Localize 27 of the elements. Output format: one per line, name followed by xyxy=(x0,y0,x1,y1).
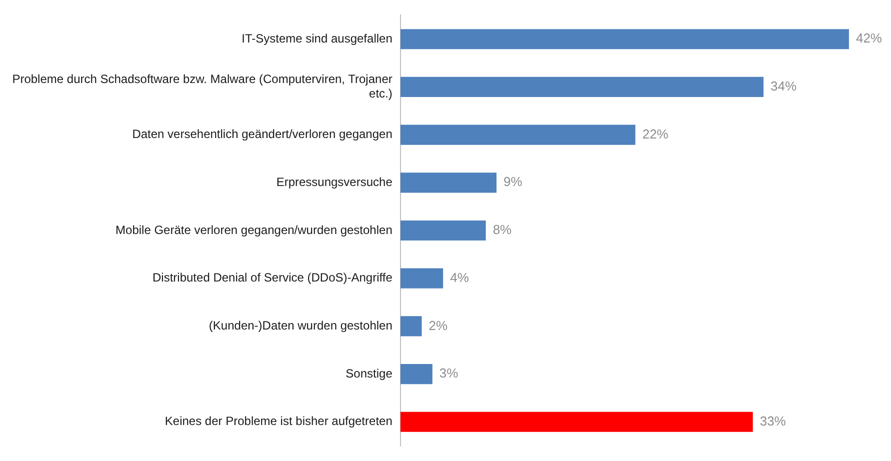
y-tick-label: Mobile Geräte verloren gegangen/wurden gestohlen xyxy=(116,222,392,237)
bar xyxy=(400,316,422,336)
y-tick-label: Sonstige xyxy=(346,366,393,380)
data-label: 8% xyxy=(492,222,512,238)
data-label: 34% xyxy=(770,78,797,94)
data-label: 42% xyxy=(856,30,882,46)
y-tick-label: Probleme durch Schadsoftware bzw. Malware (Computerviren, Trojaner etc.) xyxy=(12,72,392,100)
bar xyxy=(400,220,486,241)
y-tick-label: Distributed Denial of Service (DDoS)-Angriffe xyxy=(152,270,393,285)
data-label: 33% xyxy=(760,413,786,428)
bar xyxy=(400,76,764,98)
y-tick-label: Daten versehentlich geändert/verloren gegangen xyxy=(132,127,392,142)
data-label: 3% xyxy=(439,366,459,381)
y-tick-label: (Kunden-)Daten wurden gestohlen xyxy=(208,318,392,332)
bar xyxy=(400,268,444,288)
bar xyxy=(400,29,849,50)
data-label: 9% xyxy=(504,174,523,190)
data-label: 22% xyxy=(642,126,669,142)
y-tick-label: IT-Systeme sind ausgefallen xyxy=(242,31,392,46)
bar xyxy=(400,364,432,384)
y-tick-label: Keines der Probleme ist bisher aufgetreten xyxy=(164,414,392,428)
data-label: 4% xyxy=(450,270,470,285)
bar xyxy=(400,412,753,432)
data-label: 2% xyxy=(428,318,448,333)
bar xyxy=(400,124,636,145)
bar xyxy=(400,172,497,193)
y-tick-label: Erpressungsversuche xyxy=(276,174,393,189)
